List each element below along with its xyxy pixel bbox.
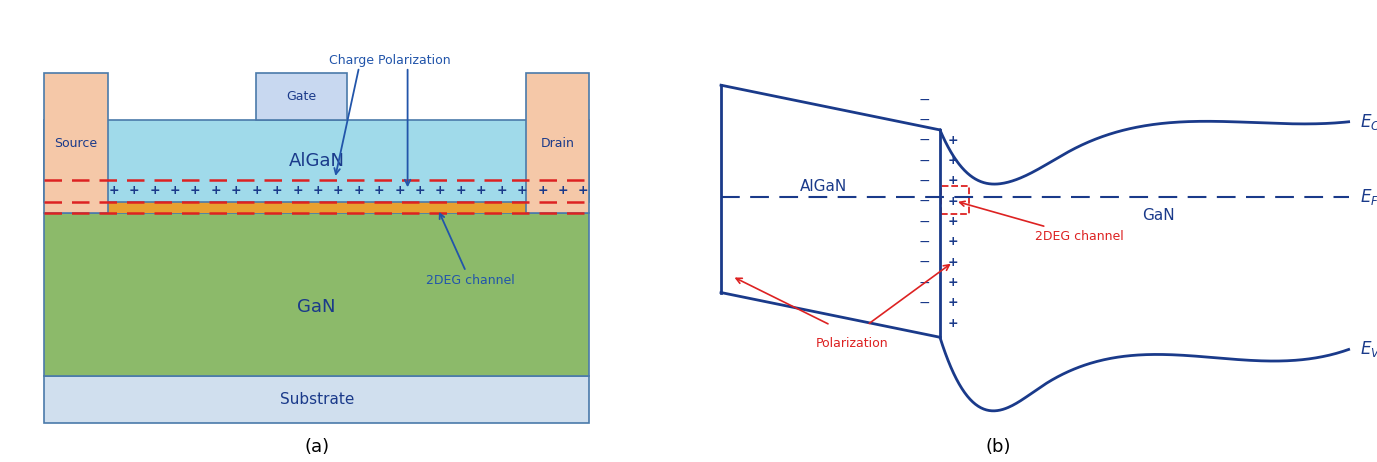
Text: Polarization: Polarization (817, 337, 888, 350)
Text: +: + (271, 183, 282, 197)
Text: +: + (947, 174, 958, 187)
Text: Source: Source (54, 137, 98, 150)
Text: −: − (918, 113, 929, 127)
Text: +: + (456, 183, 467, 197)
Text: +: + (169, 183, 180, 197)
Text: +: + (558, 183, 569, 197)
Text: GaN: GaN (297, 298, 336, 316)
Text: 2DEG channel: 2DEG channel (960, 201, 1124, 243)
Text: +: + (947, 316, 958, 329)
Text: −: − (918, 153, 929, 167)
Text: +: + (333, 183, 344, 197)
Text: Drain: Drain (541, 137, 574, 150)
Text: +: + (373, 183, 384, 197)
Text: −: − (918, 92, 929, 106)
Text: +: + (947, 276, 958, 289)
Text: +: + (231, 183, 241, 197)
Text: −: − (918, 194, 929, 208)
Text: $E_V$: $E_V$ (1359, 340, 1377, 359)
Bar (44, 73, 107, 213)
Text: +: + (190, 183, 201, 197)
Text: +: + (496, 183, 507, 197)
Text: +: + (947, 235, 958, 248)
Text: +: + (537, 183, 548, 197)
Text: +: + (394, 183, 405, 197)
Bar (44, 202, 589, 213)
Text: +: + (354, 183, 364, 197)
Text: +: + (947, 134, 958, 146)
Text: $E_F$: $E_F$ (1359, 187, 1377, 207)
Text: +: + (947, 154, 958, 167)
Text: GaN: GaN (1143, 208, 1175, 223)
Bar (44, 120, 589, 202)
Text: AlGaN: AlGaN (289, 152, 344, 170)
Text: Charge Polarization: Charge Polarization (329, 55, 450, 67)
Text: +: + (292, 183, 303, 197)
Text: +: + (947, 215, 958, 228)
Text: −: − (918, 296, 929, 310)
Text: +: + (516, 183, 527, 197)
Bar (526, 73, 589, 213)
Text: −: − (918, 255, 929, 269)
Text: −: − (918, 174, 929, 188)
Text: +: + (109, 183, 118, 197)
Text: (a): (a) (304, 438, 329, 456)
Text: AlGaN: AlGaN (800, 179, 847, 195)
Text: −: − (918, 214, 929, 228)
Bar (44, 213, 589, 376)
Text: +: + (947, 255, 958, 268)
Text: Gate: Gate (286, 90, 317, 103)
Text: +: + (435, 183, 446, 197)
Text: +: + (252, 183, 262, 197)
Bar (256, 73, 347, 120)
Text: +: + (476, 183, 486, 197)
Bar (44, 376, 589, 423)
Text: +: + (414, 183, 425, 197)
Text: (b): (b) (986, 438, 1011, 456)
Text: +: + (149, 183, 160, 197)
Text: +: + (947, 195, 958, 207)
Text: −: − (918, 133, 929, 147)
Text: −: − (918, 275, 929, 289)
Text: +: + (578, 183, 588, 197)
Text: +: + (211, 183, 222, 197)
Text: 2DEG channel: 2DEG channel (425, 213, 515, 287)
Text: $E_C$: $E_C$ (1359, 112, 1377, 132)
Text: +: + (129, 183, 139, 197)
Text: −: − (918, 235, 929, 249)
Text: Substrate: Substrate (280, 392, 354, 407)
Text: +: + (313, 183, 324, 197)
Bar (942, 186, 969, 214)
Text: +: + (947, 296, 958, 309)
